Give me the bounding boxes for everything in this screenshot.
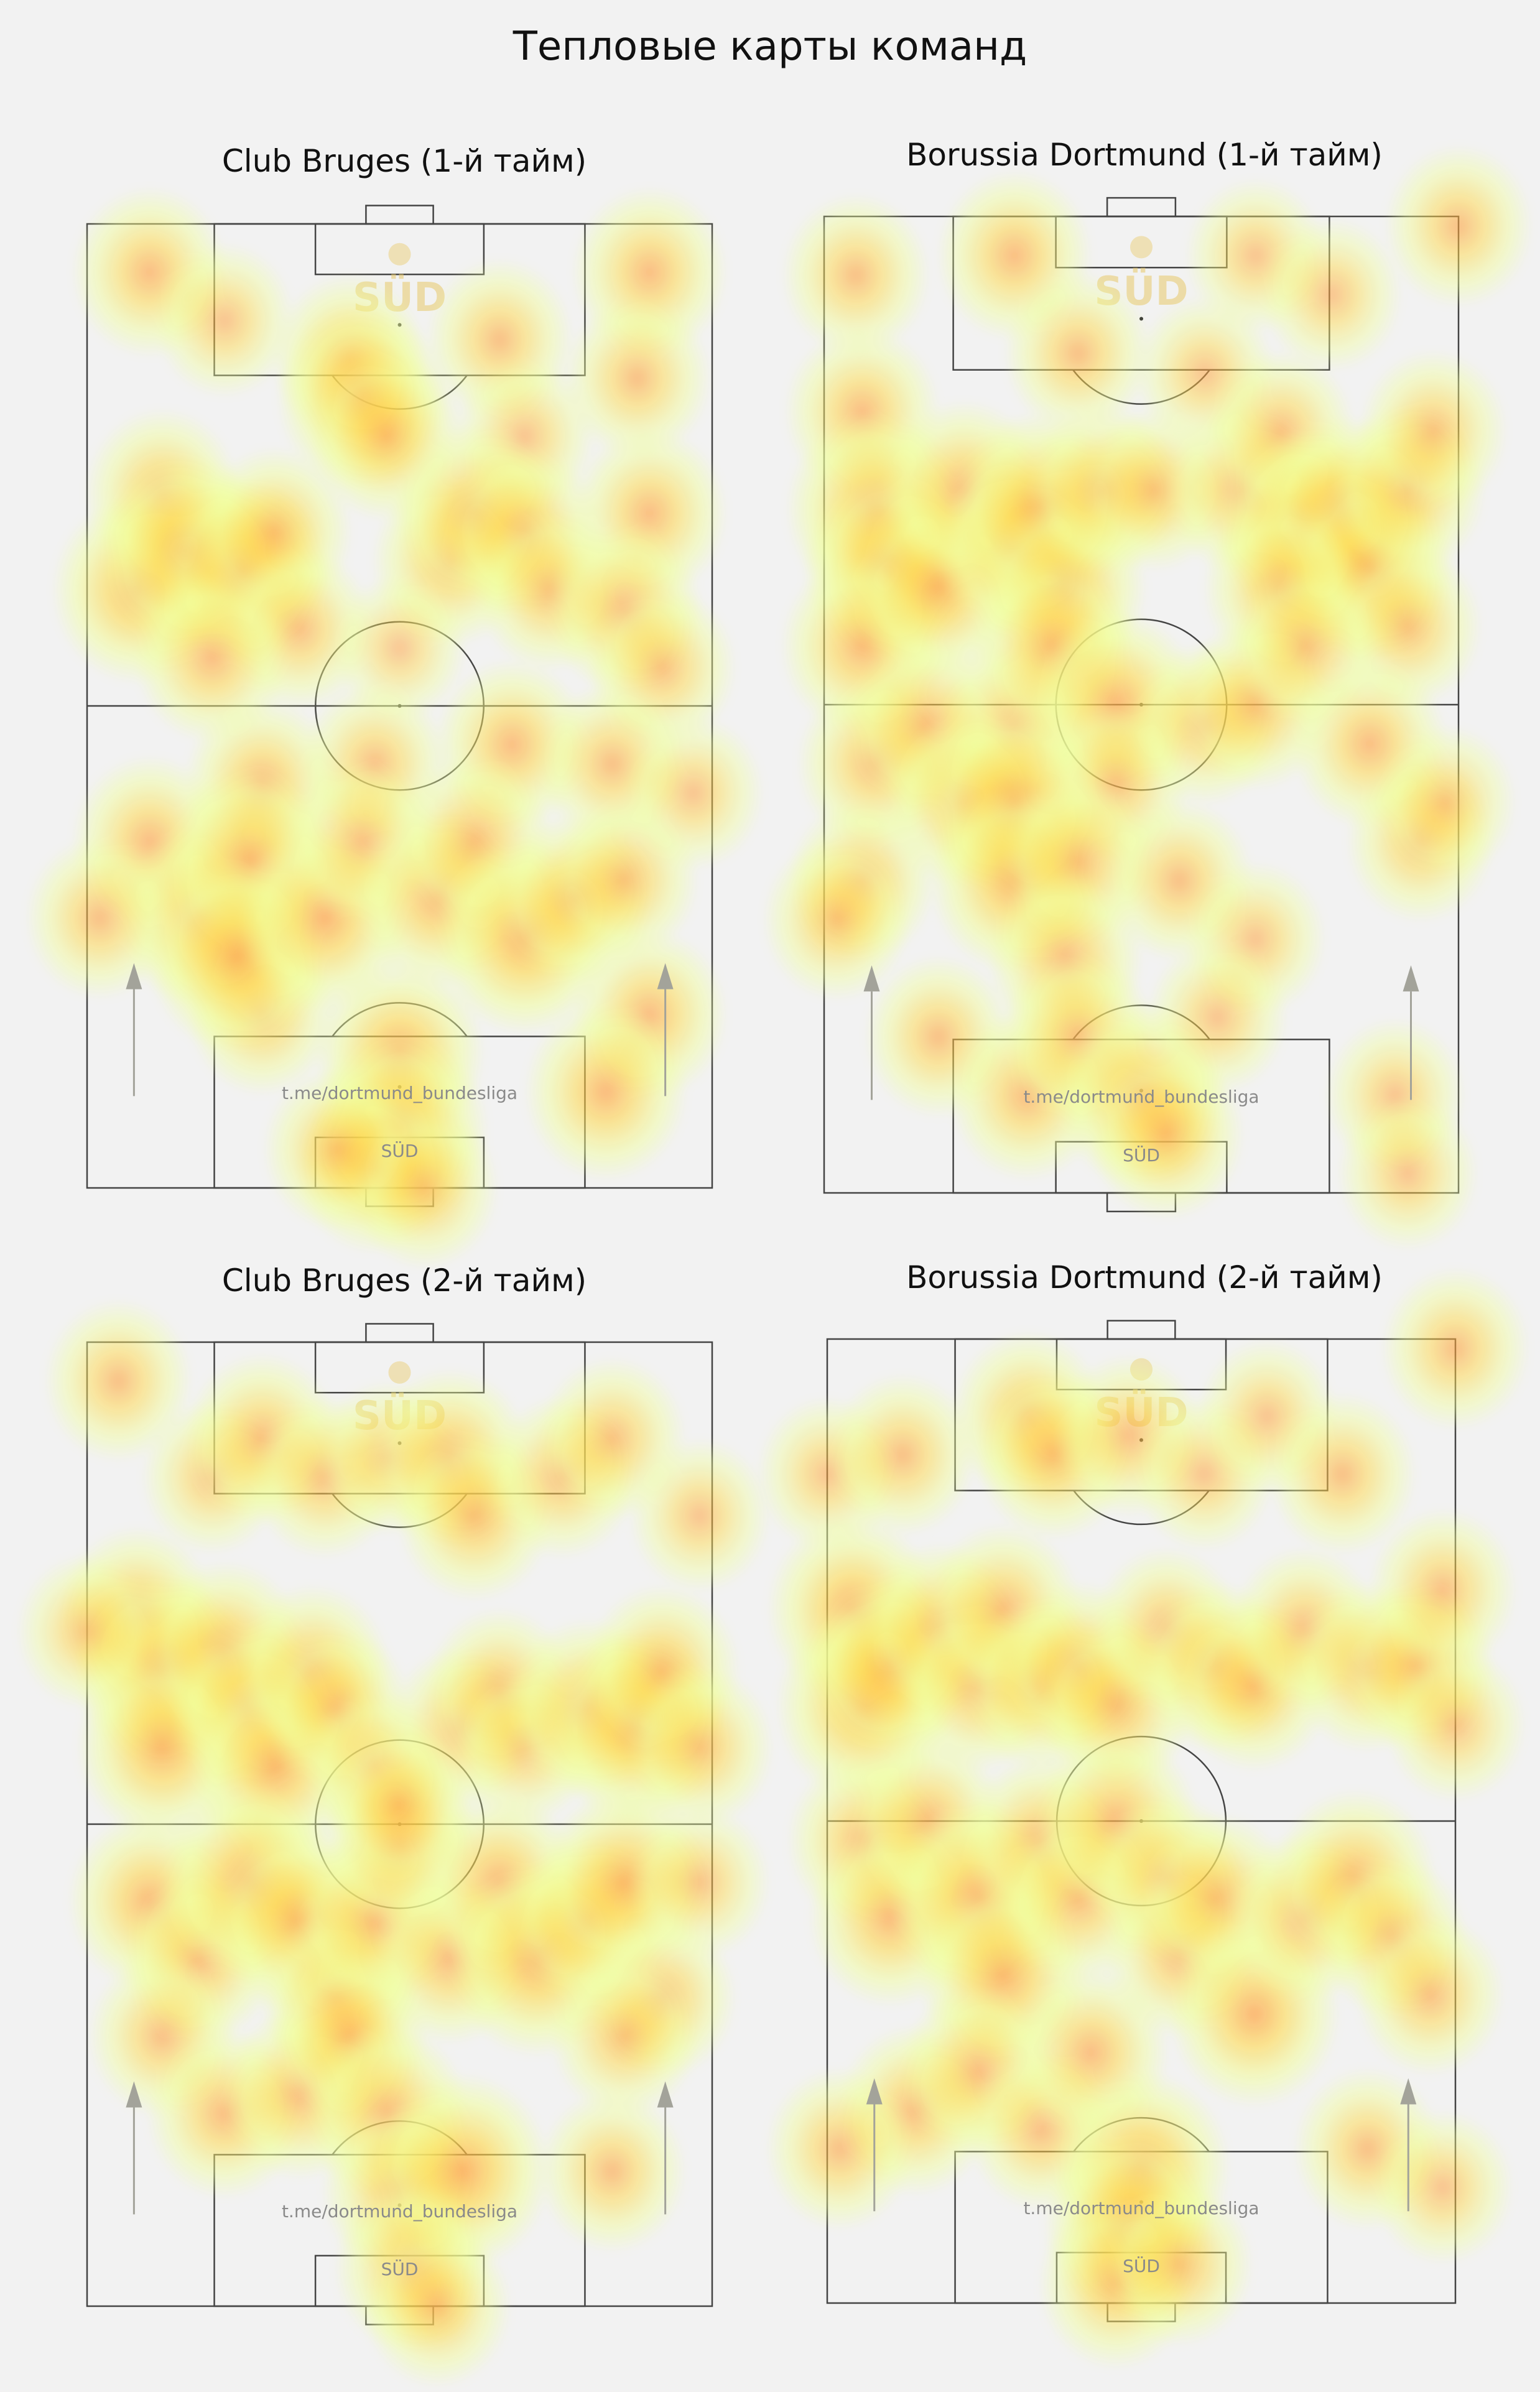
brand-watermark: SÜD [381, 1140, 419, 1161]
arrow-up-icon [863, 965, 880, 992]
crest-icon [388, 1361, 411, 1384]
figure-title: Тепловые карты команд [513, 24, 1027, 70]
heat-spot [1268, 1392, 1417, 1556]
heat-layer [762, 144, 1533, 1251]
heat-spot [628, 1437, 771, 1594]
panel-title: Borussia Dortmund (1-й тайм) [906, 137, 1383, 173]
channel-watermark: t.me/dortmund_bundesliga [282, 1083, 517, 1103]
heat-spot [362, 2224, 512, 2388]
heatmap-panel-borussia-dortmund-2nd: Borussia Dortmund (2-й тайм) SÜD t.me/dor… [756, 1259, 1530, 2370]
heat-spot [1003, 271, 1153, 435]
heat-spot [44, 1299, 193, 1463]
panel-title: Club Bruges (1-й тайм) [221, 143, 587, 179]
heat-spot [1381, 1266, 1530, 1431]
heat-layer [756, 1266, 1530, 2370]
heat-spot [781, 193, 930, 358]
channel-watermark: t.me/dortmund_bundesliga [282, 2201, 517, 2222]
heat-spot [1368, 1508, 1518, 1672]
arrow-up-icon [1400, 2078, 1417, 2105]
heat-spot [1146, 939, 1289, 1095]
heat-spot [550, 797, 700, 962]
heat-spot [25, 836, 175, 1000]
heat-spot [765, 2067, 915, 2231]
heat-spot [628, 1804, 771, 1960]
heat-spot [1261, 216, 1403, 373]
heatmap-panel-club-bruges-1st: Club Bruges (1-й тайм) SÜD t.me/dortmund_… [25, 143, 771, 1270]
heat-spot [1385, 1646, 1526, 1803]
goal-top [1106, 1320, 1176, 1340]
brand-watermark: SÜD [381, 2258, 419, 2279]
heat-spot [262, 1067, 412, 1231]
heatmap-panel-borussia-dortmund-1st: Borussia Dortmund (1-й тайм) SÜD t.me/dor… [762, 137, 1533, 1251]
panel-title: Club Bruges (2-й тайм) [221, 1263, 587, 1299]
heat-layer [25, 185, 764, 1270]
heat-spot [550, 1954, 700, 2118]
arrow-up-icon [126, 2081, 142, 2108]
arrow-up-icon [1403, 965, 1419, 992]
panel-title: Borussia Dortmund (2-й тайм) [906, 1259, 1383, 1296]
goal-top [365, 1323, 434, 1343]
brand-watermark: SÜD [1123, 2255, 1160, 2276]
heat-spot [1384, 144, 1533, 308]
heat-spot [1358, 349, 1508, 514]
heat-spot [1355, 1912, 1505, 2077]
heat-spot [762, 837, 912, 1002]
brand-watermark: SÜD [1123, 1144, 1160, 1166]
heat-spot [1337, 1095, 1479, 1251]
heat-spot [1371, 2109, 1514, 2266]
heat-spot [1375, 724, 1517, 881]
channel-watermark: t.me/dortmund_bundesliga [1023, 2198, 1259, 2218]
heat-spot [16, 1553, 158, 1710]
goal-top [365, 205, 434, 225]
heat-spot [624, 1665, 774, 1829]
crest-icon [388, 243, 411, 266]
arrow-up-icon [866, 2078, 883, 2105]
heat-spot [537, 2089, 687, 2253]
heat-spot [524, 1001, 689, 1182]
heatmap-panel-club-bruges-2nd: Club Bruges (2-й тайм) SÜD t.me/dortmund_… [16, 1263, 774, 2388]
arrow-up-icon [126, 963, 142, 990]
heat-spot [562, 296, 712, 460]
crest-icon [1130, 236, 1153, 259]
arrow-up-icon [657, 963, 674, 990]
heat-spot [154, 242, 296, 399]
goal-top [1106, 197, 1177, 218]
heat-layer [16, 1299, 774, 2388]
heat-spot [828, 1373, 978, 1537]
heat-spot [1104, 2182, 1254, 2347]
arrow-up-icon [657, 2081, 674, 2108]
channel-watermark: t.me/dortmund_bundesliga [1023, 1087, 1259, 1107]
